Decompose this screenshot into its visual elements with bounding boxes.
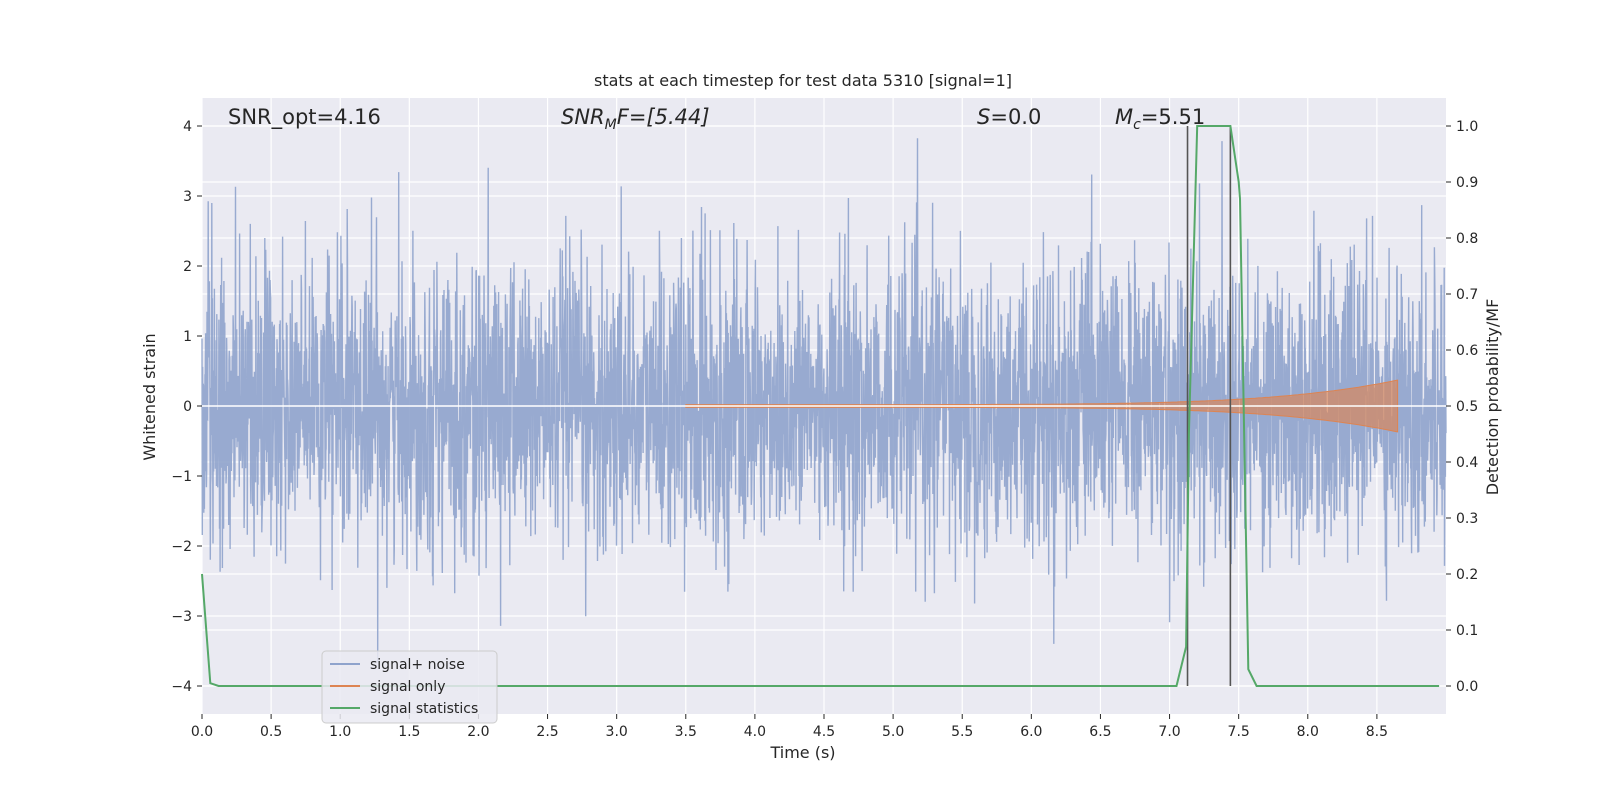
y-tick-label-right: 0.9 — [1456, 175, 1478, 191]
y-tick-label-right: 0.7 — [1456, 287, 1478, 303]
x-tick-label: 2.5 — [536, 724, 558, 740]
x-tick-label: 5.0 — [882, 724, 904, 740]
annotation-snr-mf-sub: M — [605, 117, 617, 133]
statistics-line — [201, 125, 1440, 687]
legend-label-signal-noise: signal+ noise — [370, 657, 465, 673]
annotation-mc-sub: c — [1133, 117, 1141, 133]
annotation-mc: Mc=5.51 — [1115, 105, 1205, 133]
annotation-mc-main: M — [1115, 105, 1133, 129]
y-tick-label-right: 1.0 — [1456, 119, 1478, 135]
x-tick-label: 6.0 — [1020, 724, 1042, 740]
x-tick-label: 3.0 — [606, 724, 628, 740]
x-tick-label: 3.5 — [675, 724, 697, 740]
annotation-snr-mf: SNRMF=[5.44] — [561, 105, 710, 133]
ticks: 0.0 0.5 1.0 1.5 2.0 2.5 3.0 3.5 4.0 4.5 5.0 5.5 6.0 6… — [171, 119, 1478, 740]
legend-box — [321, 650, 498, 724]
x-tick-label: 5.5 — [951, 724, 973, 740]
y-tick-label-right: 0.0 — [1456, 679, 1478, 695]
y-tick-label-left: 4 — [183, 119, 192, 135]
y-tick-label-right: 0.1 — [1456, 623, 1478, 639]
y-tick-label-right: 0.3 — [1456, 511, 1478, 527]
x-tick-label: 1.0 — [329, 724, 351, 740]
annotation-mc-rest: =5.51 — [1141, 105, 1205, 129]
x-tick-label: 6.5 — [1089, 724, 1111, 740]
annotation-snr-opt: SNR_opt=4.16 — [228, 105, 381, 130]
y-tick-label-left: 1 — [183, 329, 192, 345]
x-tick-label: 0.0 — [191, 724, 213, 740]
y-tick-label-right: 0.6 — [1456, 343, 1478, 359]
x-tick-label: 1.5 — [398, 724, 420, 740]
x-tick-label: 7.5 — [1228, 724, 1250, 740]
legend-label-signal-statistics: signal statistics — [370, 701, 478, 717]
x-tick-label: 4.5 — [813, 724, 835, 740]
x-tick-label: 4.0 — [744, 724, 766, 740]
x-tick-label: 8.0 — [1297, 724, 1319, 740]
x-axis-label: Time (s) — [769, 743, 835, 762]
y-tick-label-left: −3 — [171, 609, 192, 625]
y-axis-label-left: Whitened strain — [140, 333, 159, 460]
annotation-s: S=0.0 — [977, 105, 1041, 129]
y-tick-label-right: 0.2 — [1456, 567, 1478, 583]
series-signal-noise — [201, 138, 1447, 663]
annotation-snr-mf-rest: F=[5.44] — [617, 105, 710, 129]
y-tick-label-left: 3 — [183, 189, 192, 205]
annotation-s-main: S — [977, 105, 990, 129]
x-tick-label: 2.0 — [467, 724, 489, 740]
y-tick-label-right: 0.5 — [1456, 399, 1478, 415]
noise-trace — [201, 138, 1447, 663]
y-tick-label-left: −1 — [171, 469, 192, 485]
y-tick-label-left: 2 — [183, 259, 192, 275]
x-tick-label: 7.0 — [1158, 724, 1180, 740]
legend: signal+ noise signal only signal statist… — [321, 650, 498, 724]
y-tick-label-left: 0 — [183, 399, 192, 415]
series-signal-statistics — [201, 125, 1440, 687]
x-tick-label: 8.5 — [1366, 724, 1388, 740]
legend-label-signal-only: signal only — [370, 679, 445, 695]
x-tick-label: 0.5 — [260, 724, 282, 740]
chart-title: stats at each timestep for test data 531… — [594, 71, 1012, 90]
annotation-s-rest: =0.0 — [990, 105, 1041, 129]
y-tick-label-right: 0.4 — [1456, 455, 1478, 471]
y-tick-label-left: −2 — [171, 539, 192, 555]
annotation-snr-mf-main: SNR — [561, 105, 605, 129]
y-axis-label-right: Detection probability/MF — [1483, 299, 1502, 496]
y-tick-label-right: 0.8 — [1456, 231, 1478, 247]
y-tick-label-left: −4 — [171, 679, 192, 695]
